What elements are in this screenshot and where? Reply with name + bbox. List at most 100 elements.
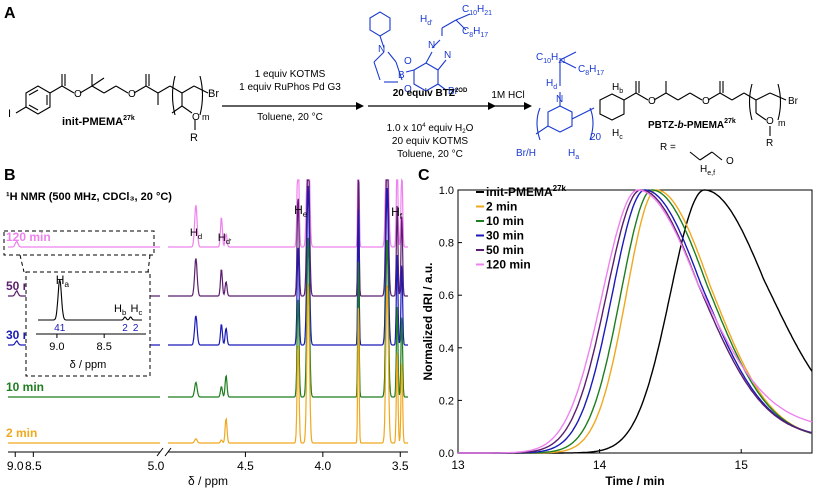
nmr-zoom-line xyxy=(147,254,151,273)
reactant-name: init-PMEMA27k xyxy=(62,115,135,128)
reactant-r: R xyxy=(190,132,198,144)
reaction-arrow-3-head xyxy=(524,102,532,110)
nmr-trace-right xyxy=(168,237,408,398)
reactant-oxygen: O xyxy=(128,89,136,100)
sec-legend-label: init-PMEMA27k xyxy=(486,184,567,199)
reactant-bond xyxy=(79,85,93,94)
product-o4: O xyxy=(726,156,734,167)
monomer-c10: C10H21 xyxy=(462,4,492,17)
sec-chart: 0.0 0.2 0.4 0.6 0.8 1.0 13 14 15 Time / min Normal… xyxy=(421,184,813,488)
reactant-i-bond xyxy=(15,106,27,114)
product-bond xyxy=(623,92,637,101)
step1-line2: 1 equiv RuPhos Pd G3 xyxy=(239,82,341,93)
nmr-tick-label: 3.5 xyxy=(392,459,409,473)
nmr-trace-label: 2 min xyxy=(6,426,37,440)
nmr-trace-label: 10 min xyxy=(6,380,44,394)
sec-ytick-label: 0.0 xyxy=(439,448,454,460)
nmr-trace-right xyxy=(168,178,408,248)
reactant-bond xyxy=(157,85,171,94)
nmr-inset-box xyxy=(25,271,151,377)
product-20: 20 xyxy=(590,132,602,143)
sec-legend-label: 120 min xyxy=(486,258,531,272)
reactant-ring-bond xyxy=(28,104,39,111)
product-n: N xyxy=(556,94,563,105)
product-bond xyxy=(755,112,767,121)
sec-ylabel: Normalized dRI / a.u. xyxy=(421,262,435,380)
monomer-labels: N B O O N N Br Hd' C10H21 C8H17 xyxy=(378,4,492,97)
reactant-bond xyxy=(181,85,195,94)
panel-c-label: C xyxy=(418,167,430,184)
product-hb: Hb xyxy=(612,82,623,95)
nmr-inset-ha: Ha xyxy=(56,273,70,289)
product-r: R xyxy=(766,138,773,149)
sec-ytick-label: 0.8 xyxy=(439,238,454,250)
step1-line1: 1 equiv KOTMS xyxy=(255,69,326,80)
reactant-bond xyxy=(91,85,105,94)
product-br: Br xyxy=(788,96,799,107)
nmr-inset-hb: Hb xyxy=(114,303,126,317)
nmr-xlabel: δ / ppm xyxy=(188,474,228,488)
monomer-bond xyxy=(425,51,433,64)
nmr-trace-left xyxy=(8,239,160,248)
product-bond xyxy=(665,92,679,101)
monomer-o2: O xyxy=(404,84,412,95)
monomer-bond xyxy=(441,19,457,29)
monomer-bond xyxy=(455,19,467,31)
reactant-oxygen: O xyxy=(192,112,200,123)
reactant-bond xyxy=(91,77,105,87)
monomer-structure xyxy=(369,11,471,92)
nmr-peak-hd: Hd xyxy=(190,227,202,241)
product-link xyxy=(535,125,549,135)
sec-legend-label: 30 min xyxy=(486,229,524,243)
nmr-inset-int-a: 41 xyxy=(54,323,66,334)
product-r-eq: R = xyxy=(660,142,676,153)
nmr-inset: 9.0 8.5 δ / ppm Ha Hb Hc 41 2 2 xyxy=(25,271,151,377)
product-r-chain xyxy=(699,151,713,161)
step2-line4: Toluene, 20 °C xyxy=(397,149,463,160)
reactant-br: Br xyxy=(208,88,219,100)
step3-label: 1M HCl xyxy=(491,90,524,101)
sec-ytick-label: 0.2 xyxy=(439,395,454,407)
product-c10: C10H21 xyxy=(536,52,566,65)
nmr-peak-hdp: Hd' xyxy=(218,232,232,246)
product-brh: Br/H xyxy=(516,148,536,159)
monomer-bond xyxy=(437,59,447,71)
sec-series-line xyxy=(458,189,813,454)
nmr-zoom-line xyxy=(19,254,25,273)
nmr-trace-label: 120 min xyxy=(6,230,51,244)
monomer-n: N xyxy=(378,44,385,55)
monomer-c8: C8H17 xyxy=(462,26,488,39)
monomer-bond xyxy=(405,69,415,73)
reactant-oxygen: O xyxy=(74,89,82,100)
reactant-ring-bond xyxy=(28,89,39,96)
reactant-bracket-right xyxy=(199,75,204,116)
product-bond xyxy=(689,92,703,101)
monomer-bond xyxy=(379,35,385,49)
reactant-bond xyxy=(193,85,209,94)
product-hc: Hc xyxy=(612,128,623,141)
reactant-bond xyxy=(181,105,193,114)
nmr-tick-label: 5.0 xyxy=(148,459,165,473)
sec-ytick-label: 0.6 xyxy=(439,290,454,302)
reactant-structure xyxy=(15,74,209,130)
product-bond xyxy=(707,92,721,101)
product-chain xyxy=(559,59,577,69)
nmr-trace-right xyxy=(168,283,408,444)
monomer-n2: N xyxy=(428,40,435,51)
monomer-bond xyxy=(431,39,441,49)
sec-legend-label: 50 min xyxy=(486,243,524,257)
step1-line3: Toluene, 20 °C xyxy=(257,112,323,123)
product-bond xyxy=(731,92,745,101)
monomer-bond xyxy=(437,83,447,91)
product-bond xyxy=(755,92,771,101)
product-bond xyxy=(653,92,667,101)
monomer-n3: N xyxy=(444,50,451,61)
sec-xtick-label: 14 xyxy=(593,458,607,472)
nmr-trace-right xyxy=(168,179,408,297)
sec-frame xyxy=(457,189,813,454)
monomer-hd: Hd' xyxy=(420,14,432,27)
product-bracket-l2 xyxy=(748,83,753,121)
monomer-bond xyxy=(373,51,385,63)
nmr-zoom-box xyxy=(3,230,155,256)
